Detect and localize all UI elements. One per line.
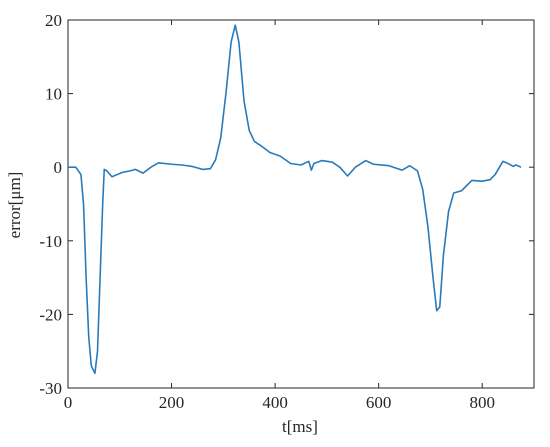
x-tick-label: 200 — [159, 393, 185, 412]
plot-frame — [67, 19, 535, 389]
x-tick-label: 400 — [262, 393, 288, 412]
y-tick-label: -10 — [39, 232, 62, 251]
x-axis-label: t[ms] — [282, 417, 318, 436]
x-tick-label: 0 — [64, 393, 73, 412]
y-tick-label: 20 — [45, 11, 62, 30]
x-tick-label: 800 — [469, 393, 495, 412]
y-tick-label: 10 — [45, 85, 62, 104]
x-tick-label: 600 — [366, 393, 392, 412]
data-line — [68, 24, 522, 375]
y-tick-label: -20 — [39, 305, 62, 324]
y-tick-label: -30 — [39, 379, 62, 398]
y-axis-label: error[μm] — [5, 172, 24, 239]
y-tick-label: 0 — [54, 158, 63, 177]
